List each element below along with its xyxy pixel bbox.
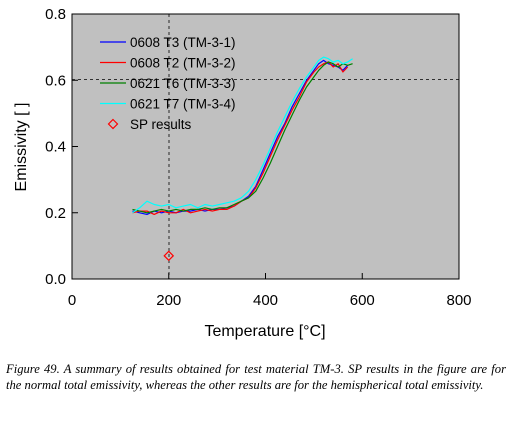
y-tick-label: 0.8 [45, 6, 66, 23]
axis-ticks: 0.0 0.2 0.4 0.6 0.8 0 200 400 600 800 [45, 6, 471, 309]
figure-caption: Figure 49. A summary of results obtained… [6, 362, 506, 392]
x-tick-label: 0 [68, 292, 76, 309]
y-axis-title: Emissivity [ ] [13, 103, 30, 192]
legend-label: 0608 T3 (TM-3-1) [130, 35, 236, 50]
y-tick-label: 0.6 [45, 72, 66, 89]
legend-swatch-sp [107, 118, 119, 130]
series-line-3 [132, 61, 353, 214]
sp-points [163, 250, 175, 262]
legend: 0608 T3 (TM-3-1) 0608 T2 (TM-3-2) 0621 T6 … [100, 35, 236, 132]
y-tick-label: 0.0 [45, 271, 66, 288]
series-line-1 [132, 59, 349, 215]
emissivity-chart: 0.0 0.2 0.4 0.6 0.8 0 200 400 600 800 0608 T3 (TM… [13, 6, 472, 340]
series-lines [132, 56, 353, 215]
x-tick-label: 200 [156, 292, 181, 309]
y-tick-label: 0.2 [45, 205, 66, 222]
sp-result-marker [163, 250, 175, 262]
x-tick-label: 400 [253, 292, 278, 309]
legend-label: SP results [130, 117, 192, 132]
x-tick-label: 600 [350, 292, 375, 309]
x-axis-title: Temperature [°C] [204, 323, 325, 340]
legend-label: 0621 T7 (TM-3-4) [130, 97, 236, 112]
legend-label: 0608 T2 (TM-3-2) [130, 56, 236, 71]
x-tick-label: 800 [446, 292, 471, 309]
series-line-4 [132, 56, 353, 214]
y-tick-label: 0.4 [45, 139, 66, 156]
plot-area [71, 13, 460, 280]
legend-label: 0621 T6 (TM-3-3) [130, 76, 236, 91]
